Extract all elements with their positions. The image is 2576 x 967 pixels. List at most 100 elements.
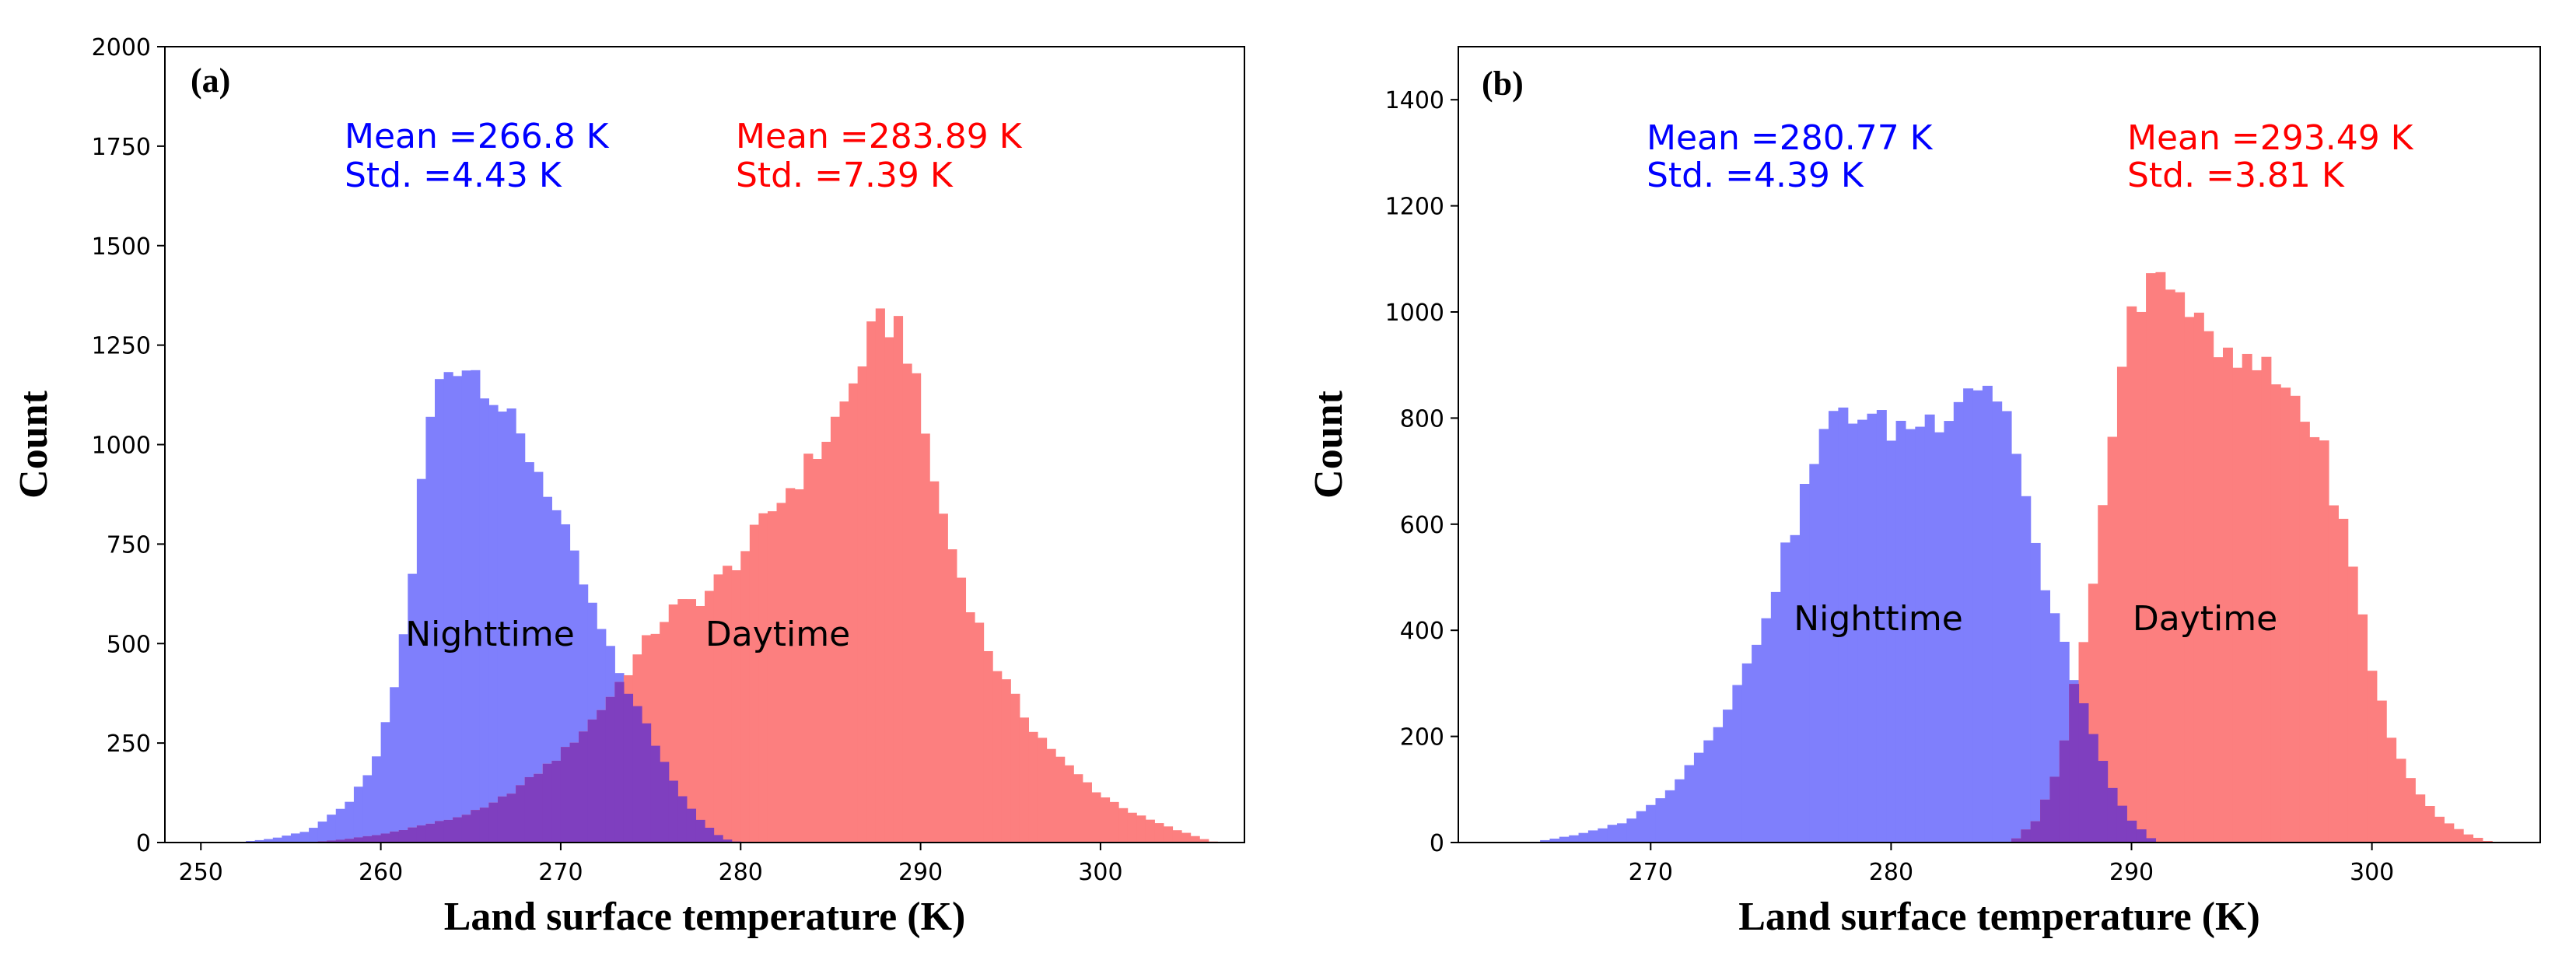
nighttime-bar — [1905, 429, 1916, 843]
daytime-bar — [2261, 356, 2272, 843]
daytime-bar — [929, 481, 940, 843]
nighttime-bar — [1867, 413, 1878, 843]
daytime-bar — [677, 599, 688, 843]
overlap-bar — [362, 836, 373, 843]
nighttime-bar — [1664, 790, 1675, 843]
panel-label: (a) — [191, 61, 230, 100]
overlap-bar — [534, 773, 544, 843]
x-tick-label: 290 — [2109, 859, 2154, 886]
daytime-bar — [1019, 717, 1029, 843]
overlap-bar — [605, 696, 615, 843]
nighttime-bar — [516, 433, 526, 843]
y-tick-label: 400 — [1400, 618, 1444, 645]
y-tick-label: 1000 — [1385, 300, 1444, 327]
daytime-bar — [2136, 311, 2147, 843]
nighttime-bar — [1838, 407, 1849, 843]
daytime-bar — [812, 459, 822, 843]
chart-panel-b: 0 200 400 600 800 1000 1200 1400 270 280 290 300 Lan… — [1307, 46, 2541, 939]
x-tick-label: 300 — [1078, 859, 1122, 886]
overlap-bar — [2107, 787, 2118, 843]
nighttime-bar — [1953, 401, 1964, 843]
daytime-bar — [2270, 384, 2281, 843]
nighttime-bar — [1924, 414, 1935, 843]
overlap-bar — [677, 796, 688, 843]
nighttime-bar — [264, 839, 274, 843]
daytime-bar — [1199, 839, 1209, 843]
nighttime-bar — [408, 573, 418, 843]
overlap-bar — [345, 839, 355, 843]
nighttime-bar — [254, 839, 264, 843]
daytime-bar — [1163, 826, 1174, 843]
daytime-bar — [983, 650, 993, 843]
nighttime-bar — [1703, 740, 1714, 843]
x-tick-label: 260 — [359, 859, 403, 886]
overlap-bar — [506, 794, 516, 843]
y-tick-label: 750 — [107, 531, 151, 559]
overlap-bar — [579, 731, 589, 843]
nighttime-bar — [1684, 765, 1695, 843]
nighttime-bar — [551, 510, 562, 843]
daytime-bar — [1100, 797, 1111, 843]
nighttime-bar — [299, 832, 310, 843]
nighttime-bar — [362, 775, 373, 843]
daytime-bar — [2299, 422, 2310, 843]
daytime-bar — [902, 363, 912, 843]
x-tick-label: 280 — [1869, 859, 1913, 886]
daytime-bar — [2405, 778, 2416, 843]
daytime-bar — [912, 373, 922, 843]
overlap-bar — [2098, 761, 2109, 843]
daytime-bar — [2338, 518, 2349, 843]
daytime-bar — [2319, 440, 2329, 843]
daytime-bar — [2376, 700, 2387, 843]
daytime-bar — [749, 524, 759, 843]
y-tick-label: 1250 — [92, 333, 151, 360]
daytime-bar — [731, 570, 741, 843]
nighttime-bar — [425, 416, 436, 843]
nighttime-bar — [1741, 663, 1752, 843]
nighttime-bar — [353, 787, 364, 843]
y-tick-label: 0 — [136, 830, 151, 857]
overlap-bar — [660, 762, 670, 843]
daytime-bar — [2252, 370, 2263, 843]
daytime-bar — [2453, 829, 2464, 843]
daytime-bar — [1064, 765, 1074, 843]
daytime-bar — [2146, 273, 2157, 843]
nighttime-bar — [1790, 534, 1801, 843]
daytime-bar — [956, 577, 967, 843]
nighttime-bar — [1982, 385, 1993, 843]
daytime-bar — [1082, 782, 1092, 843]
daytime-bar — [2434, 816, 2445, 843]
nighttime-bar — [479, 398, 489, 843]
plot-frame — [1458, 46, 2541, 843]
nighttime-bar — [1636, 811, 1647, 843]
overlap-bar — [380, 833, 390, 843]
chart-panel-a: 0 250 500 750 1000 1250 1500 1750 2000 250 260 270 2… — [12, 34, 1245, 939]
daytime-bar — [803, 454, 814, 843]
daytime-bar — [1028, 731, 1038, 843]
y-tick-label: 800 — [1400, 405, 1444, 433]
overlap-bar — [453, 817, 463, 843]
nighttime-bar — [1559, 836, 1570, 843]
overlap-bar — [2088, 734, 2098, 843]
daytime-bar — [992, 671, 1003, 843]
y-tick-label: 250 — [107, 731, 151, 758]
nighttime-bar — [1569, 835, 1580, 843]
daytime-bar — [723, 566, 733, 843]
daytime-bar — [2232, 367, 2243, 843]
daytime-bar — [758, 513, 768, 843]
nighttime-bar — [1895, 420, 1906, 843]
panel-label: (b) — [1482, 65, 1524, 103]
overlap-bar — [408, 827, 418, 843]
daytime-mean: Mean =283.89 K — [736, 117, 1023, 156]
daytime-bar — [2386, 738, 2397, 843]
x-tick-label: 270 — [1629, 859, 1673, 886]
nighttime-bar — [542, 496, 552, 843]
overlap-bar — [623, 693, 634, 843]
nighttime-bar — [2021, 496, 2032, 843]
overlap-bar — [686, 808, 697, 843]
nighttime-bar — [1607, 825, 1618, 843]
nighttime-bar — [1598, 828, 1608, 843]
nighttime-std: Std. =4.39 K — [1647, 156, 1864, 195]
overlap-bar — [614, 681, 625, 843]
